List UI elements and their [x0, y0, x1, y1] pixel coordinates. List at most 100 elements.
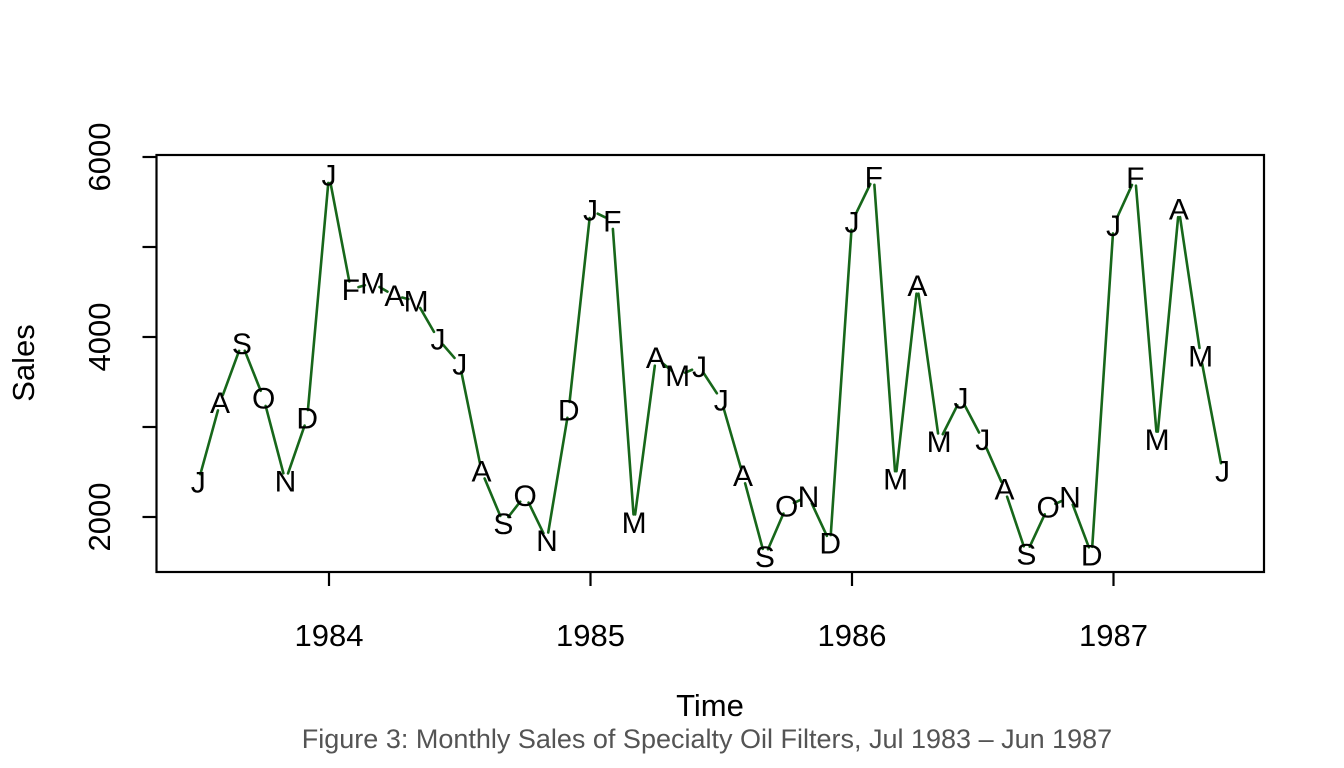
month-point-label: N — [798, 481, 820, 514]
series-line-segment — [963, 403, 981, 434]
series-line-segment — [400, 296, 410, 301]
series-line-segment — [441, 343, 456, 360]
series-line-segment — [378, 285, 389, 293]
plot-border — [155, 153, 1266, 574]
x-axis-title: Time — [676, 688, 744, 723]
series-line-segment — [766, 512, 785, 551]
month-point-label: M — [927, 426, 952, 459]
series-line-segment — [611, 227, 635, 516]
month-point-label: M — [883, 464, 908, 497]
y-axis-title: Sales — [6, 324, 41, 402]
series-line-segment — [243, 349, 262, 393]
month-point-label: A — [733, 460, 753, 493]
month-point-label: J — [1215, 456, 1230, 489]
series-line-segment — [286, 424, 306, 475]
y-tick-label: 2000 — [82, 483, 117, 552]
month-point-label: J — [692, 351, 707, 384]
month-point-label: A — [384, 280, 404, 313]
month-point-label: S — [493, 508, 513, 541]
series-line-segment — [527, 501, 545, 535]
month-point-label: J — [845, 206, 860, 239]
month-point-label: M — [1145, 424, 1170, 457]
month-point-label: J — [1106, 210, 1121, 243]
month-point-label: O — [252, 383, 275, 416]
series-line-segment — [199, 409, 220, 476]
x-tick-label: 1984 — [295, 618, 364, 653]
series-line-segment — [596, 212, 607, 219]
month-point-label: S — [755, 541, 775, 574]
month-point-label: D — [558, 394, 580, 427]
series-line-segment — [873, 183, 897, 473]
y-tick-label: 6000 — [82, 123, 117, 192]
month-point-label: D — [1081, 539, 1103, 572]
x-tick-label: 1987 — [1079, 618, 1148, 653]
series-line-segment — [743, 482, 765, 551]
series-line-segment — [418, 306, 436, 334]
month-point-label: J — [975, 424, 990, 457]
month-point-label: O — [1036, 492, 1059, 525]
series-line-segment — [1134, 184, 1158, 433]
series-line-segment — [792, 498, 803, 505]
month-point-label: M — [1188, 340, 1213, 373]
series-line-segment — [329, 181, 351, 283]
series-line-segment — [633, 364, 657, 516]
month-point-label: M — [404, 286, 429, 319]
series-line-segment — [483, 477, 502, 518]
series-line-segment — [306, 181, 330, 412]
month-point-label: J — [583, 195, 598, 228]
month-point-label: M — [622, 507, 647, 540]
series-line-segment — [1071, 503, 1091, 549]
series-line-segment — [1200, 362, 1223, 465]
month-point-label: O — [513, 480, 536, 513]
series-line-segment — [941, 404, 959, 436]
series-line-segment — [1115, 183, 1134, 220]
series-line-segment — [702, 372, 719, 395]
month-point-label: J — [322, 160, 337, 193]
series-line-segment — [546, 416, 569, 534]
month-point-label: N — [536, 525, 558, 558]
series-line-segment — [895, 292, 918, 473]
month-point-label: J — [452, 349, 467, 382]
x-tick-label: 1985 — [556, 618, 625, 653]
series-line-segment — [984, 445, 1003, 484]
series-line-segment — [221, 349, 241, 397]
series-line-segment — [854, 182, 872, 216]
y-tick-label: 4000 — [82, 303, 117, 372]
month-point-label: J — [191, 466, 206, 499]
month-point-label: A — [646, 342, 666, 375]
series-line-segment — [829, 228, 853, 537]
month-point-label: J — [953, 383, 968, 416]
figure-caption: Figure 3: Monthly Sales of Specialty Oil… — [301, 724, 1113, 754]
month-point-label: D — [296, 403, 318, 436]
series-line-segment — [683, 368, 694, 374]
x-tick-label: 1986 — [818, 618, 887, 653]
month-point-label: F — [865, 161, 883, 194]
series-line-segment — [722, 406, 743, 470]
series-line-segment — [460, 370, 482, 465]
month-point-label: O — [775, 491, 798, 524]
month-point-label: F — [342, 274, 360, 307]
series-line-segment — [1178, 215, 1201, 350]
month-point-label: S — [232, 328, 252, 361]
month-point-label: N — [275, 466, 297, 499]
month-point-label: S — [1016, 538, 1036, 571]
series-line-segment — [264, 404, 285, 475]
month-point-label: J — [430, 323, 445, 356]
series-line-segment — [1090, 232, 1115, 549]
series-line-segment — [506, 500, 522, 519]
month-point-label: D — [819, 528, 841, 561]
series-line-segment — [1028, 513, 1047, 548]
month-point-label: A — [995, 474, 1015, 507]
series-line-segment — [1005, 495, 1026, 548]
month-point-label: F — [1126, 162, 1144, 195]
month-point-label: J — [714, 385, 729, 418]
month-point-label: M — [360, 268, 385, 301]
month-point-label: A — [472, 456, 492, 489]
series-line-segment — [660, 361, 673, 372]
series-line-segment — [1156, 215, 1180, 433]
series-line-segment — [568, 216, 591, 404]
series-line-segment — [810, 502, 829, 538]
